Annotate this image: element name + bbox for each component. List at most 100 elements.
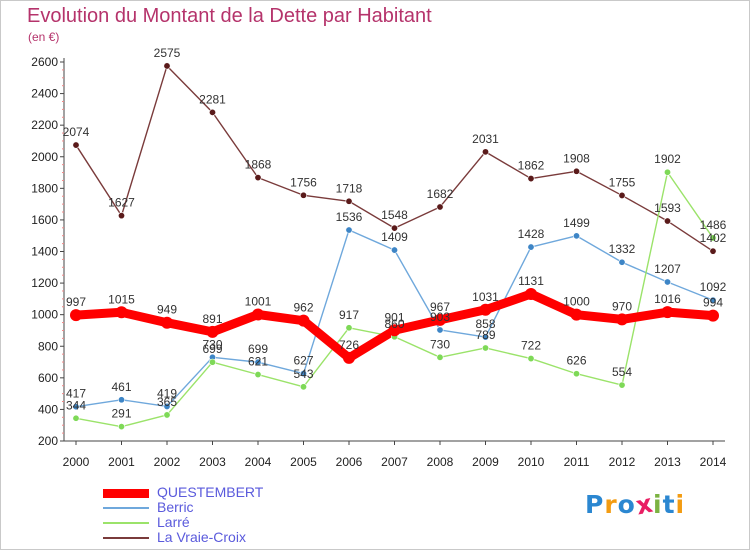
data-label: 967 [430,300,450,314]
x-tick-label: 2006 [336,455,363,469]
data-point [163,402,171,410]
data-point [663,168,671,176]
y-tick-label: 2400 [31,87,58,101]
data-label: 860 [384,317,404,331]
series-markers [70,62,719,431]
data-point [618,258,626,266]
x-tick-label: 2000 [63,455,90,469]
data-point [481,344,489,352]
data-label: 730 [202,337,222,351]
legend-label-la-vraie-croix: La Vraie-Croix [157,529,246,545]
data-label: 917 [339,308,359,322]
data-label: 1908 [563,151,590,165]
data-point [572,167,580,175]
proxiti-logo: Proxiti [585,488,686,521]
y-tick-label: 1200 [31,276,58,290]
data-label: 626 [566,354,586,368]
data-point [436,353,444,361]
data-label: 1536 [336,210,363,224]
data-label: 1015 [108,292,135,306]
data-label: 1718 [336,181,363,195]
data-point [297,314,310,327]
data-point [481,333,489,341]
x-tick-label: 2010 [518,455,545,469]
data-point [345,197,353,205]
data-point [209,108,217,116]
data-label: 1092 [700,280,727,294]
legend-swatch-questembert [103,489,149,498]
data-label: 1682 [427,187,454,201]
data-point [436,326,444,334]
data-point [118,212,126,220]
x-tick-label: 2002 [154,455,181,469]
x-tick-label: 2014 [700,455,727,469]
data-point [663,217,671,225]
data-label: 1207 [654,262,681,276]
data-label: 962 [293,301,313,315]
data-point [527,243,535,251]
data-point [709,234,717,242]
legend-label-questembert: QUESTEMBERT [157,484,264,500]
x-tick-label: 2008 [427,455,454,469]
data-point [525,287,537,300]
x-tick-label: 2005 [290,455,317,469]
y-tick-label: 1800 [31,181,58,195]
data-point [707,309,719,322]
data-point [72,403,80,411]
legend-label-berric: Berric [157,499,194,515]
data-point [299,191,307,199]
data-label: 627 [293,354,313,368]
data-point [527,355,535,363]
x-tick-label: 2009 [472,455,499,469]
y-axis-unit-label: (en €) [28,30,60,44]
data-label: 1627 [108,196,135,210]
data-point [206,325,219,338]
y-tick-label: 600 [38,371,58,385]
data-label: 1486 [700,218,727,232]
data-label: 461 [111,380,131,394]
data-label: 1593 [654,201,681,215]
data-point [661,306,674,319]
data-label: 1755 [609,175,636,189]
data-label: 730 [430,337,450,351]
data-point [118,423,126,431]
data-point [209,358,217,366]
y-tick-label: 200 [38,434,58,448]
x-tick-label: 2007 [381,455,408,469]
y-tick-label: 2000 [31,150,58,164]
data-label: 1000 [563,295,590,309]
data-point [709,296,717,304]
data-label: 1756 [290,175,317,189]
data-point [118,396,126,404]
data-label: 419 [157,386,177,400]
y-tick-label: 800 [38,339,58,353]
data-label: 2031 [472,132,499,146]
y-tick-label: 1400 [31,245,58,259]
data-label: 554 [612,365,632,379]
data-label: 858 [475,317,495,331]
data-label: 789 [475,328,495,342]
data-point [254,174,262,182]
data-point [161,316,173,329]
data-point [436,203,444,211]
data-label: 891 [202,312,222,326]
data-label: 1868 [245,158,272,172]
data-point [345,324,353,332]
data-label: 2575 [154,46,181,60]
data-label: 1031 [472,290,499,304]
data-point [388,324,401,337]
x-tick-label: 2011 [564,455,590,469]
data-point [72,414,80,422]
data-point [618,381,626,389]
data-point [345,226,353,234]
x-tick-label: 2004 [245,455,272,469]
data-point [163,411,171,419]
y-tick-label: 400 [38,402,58,416]
data-label: 1499 [563,216,590,230]
data-label: 726 [339,338,359,352]
data-point [572,232,580,240]
data-label: 1409 [381,230,408,244]
data-label: 1016 [654,292,681,306]
